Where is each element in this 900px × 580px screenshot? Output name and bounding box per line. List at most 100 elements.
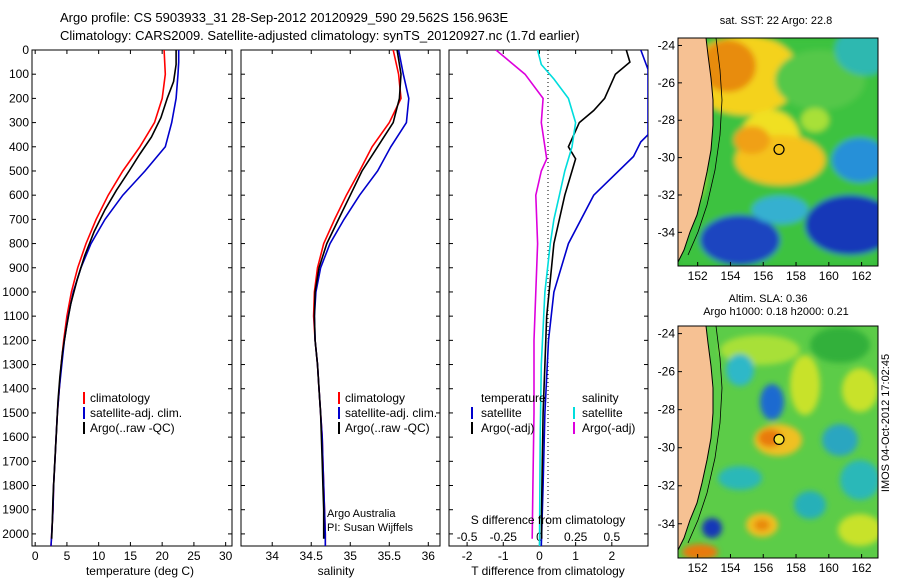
depth-tick-label: 400 <box>9 140 29 154</box>
latitude-label: -28 <box>658 113 676 127</box>
difference-series <box>495 50 648 546</box>
salinity-xlabel: salinity <box>318 564 355 578</box>
temperature-ticks: 0100200300400500600700800900100011001200… <box>2 43 232 563</box>
legend-s-sat-label: satellite <box>582 406 623 420</box>
latitude-label: -32 <box>658 479 676 493</box>
watermark-text: IMOS 04-Oct-2012 17:02:45 <box>880 353 892 492</box>
longitude-label: 156 <box>753 561 773 575</box>
depth-tick-label: 1500 <box>2 406 29 420</box>
x-tick-label: 35 <box>344 549 358 563</box>
legend-argo-label: Argo(..raw -QC) <box>90 421 175 435</box>
x-tick-label: 35.5 <box>378 549 402 563</box>
longitude-label: 162 <box>852 561 872 575</box>
legend-clim-label: climatology <box>345 391 405 405</box>
depth-tick-label: 1900 <box>2 503 29 517</box>
difference-legend: temperature satellite Argo(-adj) salinit… <box>471 391 635 435</box>
depth-tick-label: 1300 <box>2 358 29 372</box>
longitude-label: 152 <box>688 561 708 575</box>
australia-land-sla <box>678 326 713 550</box>
salinity-legend: climatology satellite-adj. clim. Argo(..… <box>338 391 437 435</box>
depth-tick-label: 1400 <box>2 382 29 396</box>
x-tick-label: 1 <box>572 549 579 563</box>
x-tick-label: 0 <box>32 549 39 563</box>
difference-ticks: -2 -1 0 1 2-0.5 -0.25 0 0.25 0.5 <box>449 49 648 563</box>
longitude-label: 156 <box>753 269 773 283</box>
depth-tick-label: 500 <box>9 164 29 178</box>
series-line-temperature-satellite <box>540 50 648 546</box>
s-tick-label: -0.5 <box>457 530 478 544</box>
depth-tick-label: 200 <box>9 91 29 105</box>
sst-map-title: sat. SST: 22 Argo: 22.8 <box>720 15 833 27</box>
depth-tick-label: 2000 <box>2 527 29 541</box>
sla-map-frame <box>677 325 879 559</box>
australia-land-sst <box>678 38 713 262</box>
x-tick-label: 36 <box>422 549 436 563</box>
legend-temp-heading: temperature <box>481 391 546 405</box>
series-line-salinity-argo-adj- <box>495 50 548 539</box>
depth-tick-label: 1800 <box>2 479 29 493</box>
depth-tick-label: 900 <box>9 261 29 275</box>
salinity-axes-frame <box>240 49 441 547</box>
x-tick-label: 10 <box>92 549 106 563</box>
s-tick-label: 0.25 <box>564 530 588 544</box>
depth-tick-label: 1700 <box>2 454 29 468</box>
longitude-label: 154 <box>720 561 740 575</box>
latitude-label: -24 <box>658 327 676 341</box>
temperature-series <box>50 50 180 546</box>
x-tick-label: 30 <box>219 549 233 563</box>
legend-sal-heading: salinity <box>582 391 619 405</box>
latitude-label: -30 <box>658 151 676 165</box>
x-tick-label: 20 <box>155 549 169 563</box>
latitude-label: -32 <box>658 188 676 202</box>
legend-sat-label: satellite-adj. clim. <box>90 406 182 420</box>
legend-s-argo-label: Argo(-adj) <box>582 421 635 435</box>
sla-map-subtitle: Argo h1000: 0.18 h2000: 0.21 <box>703 306 849 318</box>
temperature-legend: climatology satellite-adj. clim. Argo(..… <box>83 391 182 435</box>
latitude-label: -34 <box>658 225 676 239</box>
longitude-label: 154 <box>720 269 740 283</box>
x-tick-label: 15 <box>124 549 138 563</box>
depth-tick-label: 100 <box>9 67 29 81</box>
depth-tick-label: 0 <box>22 43 29 57</box>
depth-tick-label: 300 <box>9 116 29 130</box>
s-tick-label: -0.25 <box>490 530 518 544</box>
profile-title: Argo profile: CS 5903933_31 28-Sep-2012 … <box>60 10 509 25</box>
legend-argo-label: Argo(..raw -QC) <box>345 421 430 435</box>
depth-tick-label: 700 <box>9 212 29 226</box>
climatology-subtitle: Climatology: CARS2009. Satellite-adjuste… <box>60 28 580 43</box>
sst-map-ticks: 152 154 156 158 160 162 -24 -26 -28 -30 -32 -34 <box>658 38 872 283</box>
series-line-salinity-satellite <box>536 50 577 546</box>
latitude-label: -28 <box>658 403 676 417</box>
x-tick-label: 34 <box>266 549 280 563</box>
x-tick-label: 0 <box>536 549 543 563</box>
sla-map-ticks: 152 154 156 158 160 162 -24 -26 -28 -30 -32 -34 <box>658 327 872 575</box>
depth-tick-label: 1100 <box>3 309 29 323</box>
longitude-label: 160 <box>819 269 839 283</box>
legend-sat-label: satellite-adj. clim. <box>345 406 437 420</box>
latitude-label: -26 <box>658 76 676 90</box>
credit-line-2: PI: Susan Wijffels <box>327 522 413 534</box>
s-difference-xlabel: S difference from climatology <box>471 513 626 527</box>
depth-tick-label: 800 <box>9 237 29 251</box>
legend-t-sat-label: satellite <box>481 406 522 420</box>
sla-argo-marker <box>773 433 785 445</box>
series-line-temperature-argo-adj- <box>540 50 631 539</box>
x-tick-label: 25 <box>187 549 201 563</box>
depth-tick-label: 1000 <box>2 285 29 299</box>
series-line-argo-raw-qc- <box>313 50 402 539</box>
series-line-argo-raw-qc- <box>50 50 177 539</box>
longitude-label: 158 <box>786 561 806 575</box>
salinity-ticks: 34 34.5 35 35.5 36 <box>241 49 440 563</box>
temperature-xlabel: temperature (deg C) <box>86 564 194 578</box>
x-tick-label: -1 <box>498 549 509 563</box>
s-tick-label: 0.5 <box>603 530 620 544</box>
depth-tick-label: 1600 <box>2 430 29 444</box>
latitude-label: -24 <box>658 38 676 52</box>
sst-map-frame <box>677 37 879 267</box>
sst-map <box>678 38 878 266</box>
longitude-label: 160 <box>819 561 839 575</box>
latitude-label: -34 <box>658 517 676 531</box>
sst-argo-marker <box>773 143 785 156</box>
latitude-label: -26 <box>658 365 676 379</box>
